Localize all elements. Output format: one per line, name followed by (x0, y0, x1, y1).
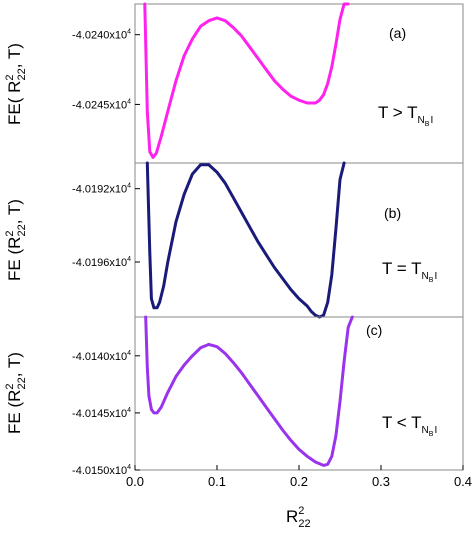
series-line (145, 161, 346, 319)
panel-label: (b) (384, 205, 401, 221)
x-axis-label: R2 22 (286, 505, 311, 530)
condition-label: T < TNBI (382, 413, 437, 438)
y-axis-label: FE (R222, T) (4, 352, 28, 434)
panel-frame (134, 162, 464, 318)
chart-panels: -4.0240x104 -4.0245x104 FE( R222, T) (a) T >… (4, 2, 464, 477)
x-tick-label: 0.2 (290, 474, 308, 489)
panel-c: -4.0140x104 -4.0145x104 -4.0150x104 FE (R22… (4, 315, 464, 477)
y-axis-label: FE( R222, T) (4, 43, 28, 125)
y-tick-label: -4.0150x104 (72, 464, 131, 477)
panel-b: -4.0192x104 -4.0196x104 FE (R222, T) (b) T =… (4, 161, 464, 319)
y-axis-label: FE (R222, T) (4, 199, 28, 281)
panel-a: -4.0240x104 -4.0245x104 FE( R222, T) (a) T >… (4, 2, 464, 164)
x-axis: 0.0 0.1 0.2 0.3 0.4 R2 22 (126, 465, 472, 530)
condition-label: T > TNBI (378, 103, 433, 128)
x-tick-label: 0.0 (126, 474, 144, 489)
y-tick-label: -4.0240x104 (72, 29, 131, 42)
panel-label: (a) (389, 25, 406, 41)
x-tick-label: 0.1 (208, 474, 226, 489)
series-line (143, 2, 350, 159)
panel-frame (134, 316, 464, 471)
y-tick-label: -4.0145x104 (72, 407, 131, 420)
panel-frame (134, 3, 464, 164)
y-tick-label: -4.0245x104 (72, 98, 131, 111)
x-tick-label: 0.3 (372, 474, 390, 489)
x-tick-label: 0.4 (454, 474, 472, 489)
panel-label: (c) (366, 322, 382, 338)
series-line (144, 315, 354, 467)
y-tick-label: -4.0140x104 (72, 350, 131, 363)
y-tick-label: -4.0192x104 (72, 183, 131, 196)
condition-label: T = TNBI (382, 259, 437, 284)
y-tick-label: -4.0196x104 (72, 256, 131, 269)
